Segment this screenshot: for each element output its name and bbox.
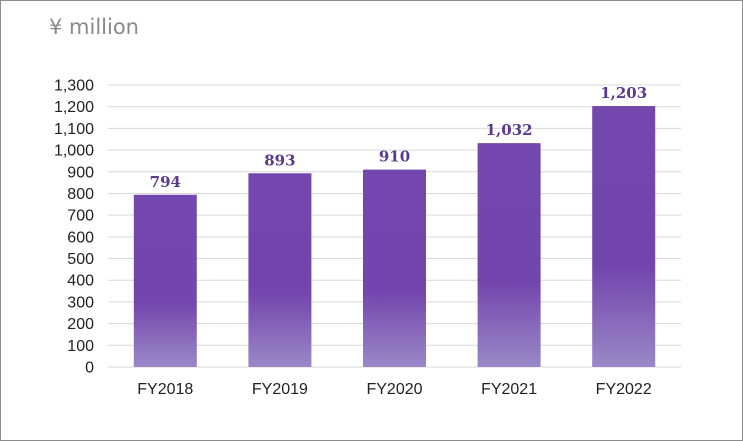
bars: 794 893 910 1,032 1,203 bbox=[133, 84, 656, 368]
data-label: 893 bbox=[264, 151, 295, 169]
x-tick-label: FY2018 bbox=[137, 381, 193, 398]
y-axis-ticks: 0 100 200 300 400 500 600 700 800 900 1,000 1,100 1,… bbox=[54, 78, 94, 377]
data-label: 1,203 bbox=[600, 84, 647, 102]
y-tick-label: 600 bbox=[67, 229, 94, 246]
y-tick-label: 100 bbox=[67, 338, 94, 355]
y-tick-label: 400 bbox=[67, 273, 94, 290]
y-tick-label: 1,100 bbox=[54, 121, 94, 138]
unit-label: ¥ million bbox=[49, 15, 139, 39]
y-tick-label: 500 bbox=[67, 251, 94, 268]
data-label: 1,032 bbox=[486, 121, 533, 139]
y-tick-label: 1,000 bbox=[54, 143, 94, 160]
data-label: 794 bbox=[150, 173, 181, 191]
y-tick-label: 300 bbox=[67, 294, 94, 311]
y-tick-label: 900 bbox=[67, 164, 94, 181]
x-tick-label: FY2020 bbox=[366, 381, 422, 398]
y-tick-label: 0 bbox=[85, 360, 94, 377]
y-tick-label: 700 bbox=[67, 208, 94, 225]
x-tick-label: FY2021 bbox=[481, 381, 537, 398]
bar bbox=[592, 106, 656, 368]
y-tick-label: 800 bbox=[67, 186, 94, 203]
bar bbox=[477, 143, 541, 367]
bar bbox=[248, 173, 312, 367]
x-axis-ticks: FY2018 FY2019 FY2020 FY2021 FY2022 bbox=[137, 381, 652, 398]
y-tick-label: 1,300 bbox=[54, 78, 94, 95]
y-tick-label: 1,200 bbox=[54, 99, 94, 116]
data-label: 910 bbox=[379, 148, 410, 166]
bar bbox=[133, 194, 197, 367]
x-tick-label: FY2019 bbox=[252, 381, 308, 398]
x-tick-label: FY2022 bbox=[596, 381, 652, 398]
bar bbox=[363, 169, 426, 367]
y-tick-label: 200 bbox=[67, 316, 94, 333]
